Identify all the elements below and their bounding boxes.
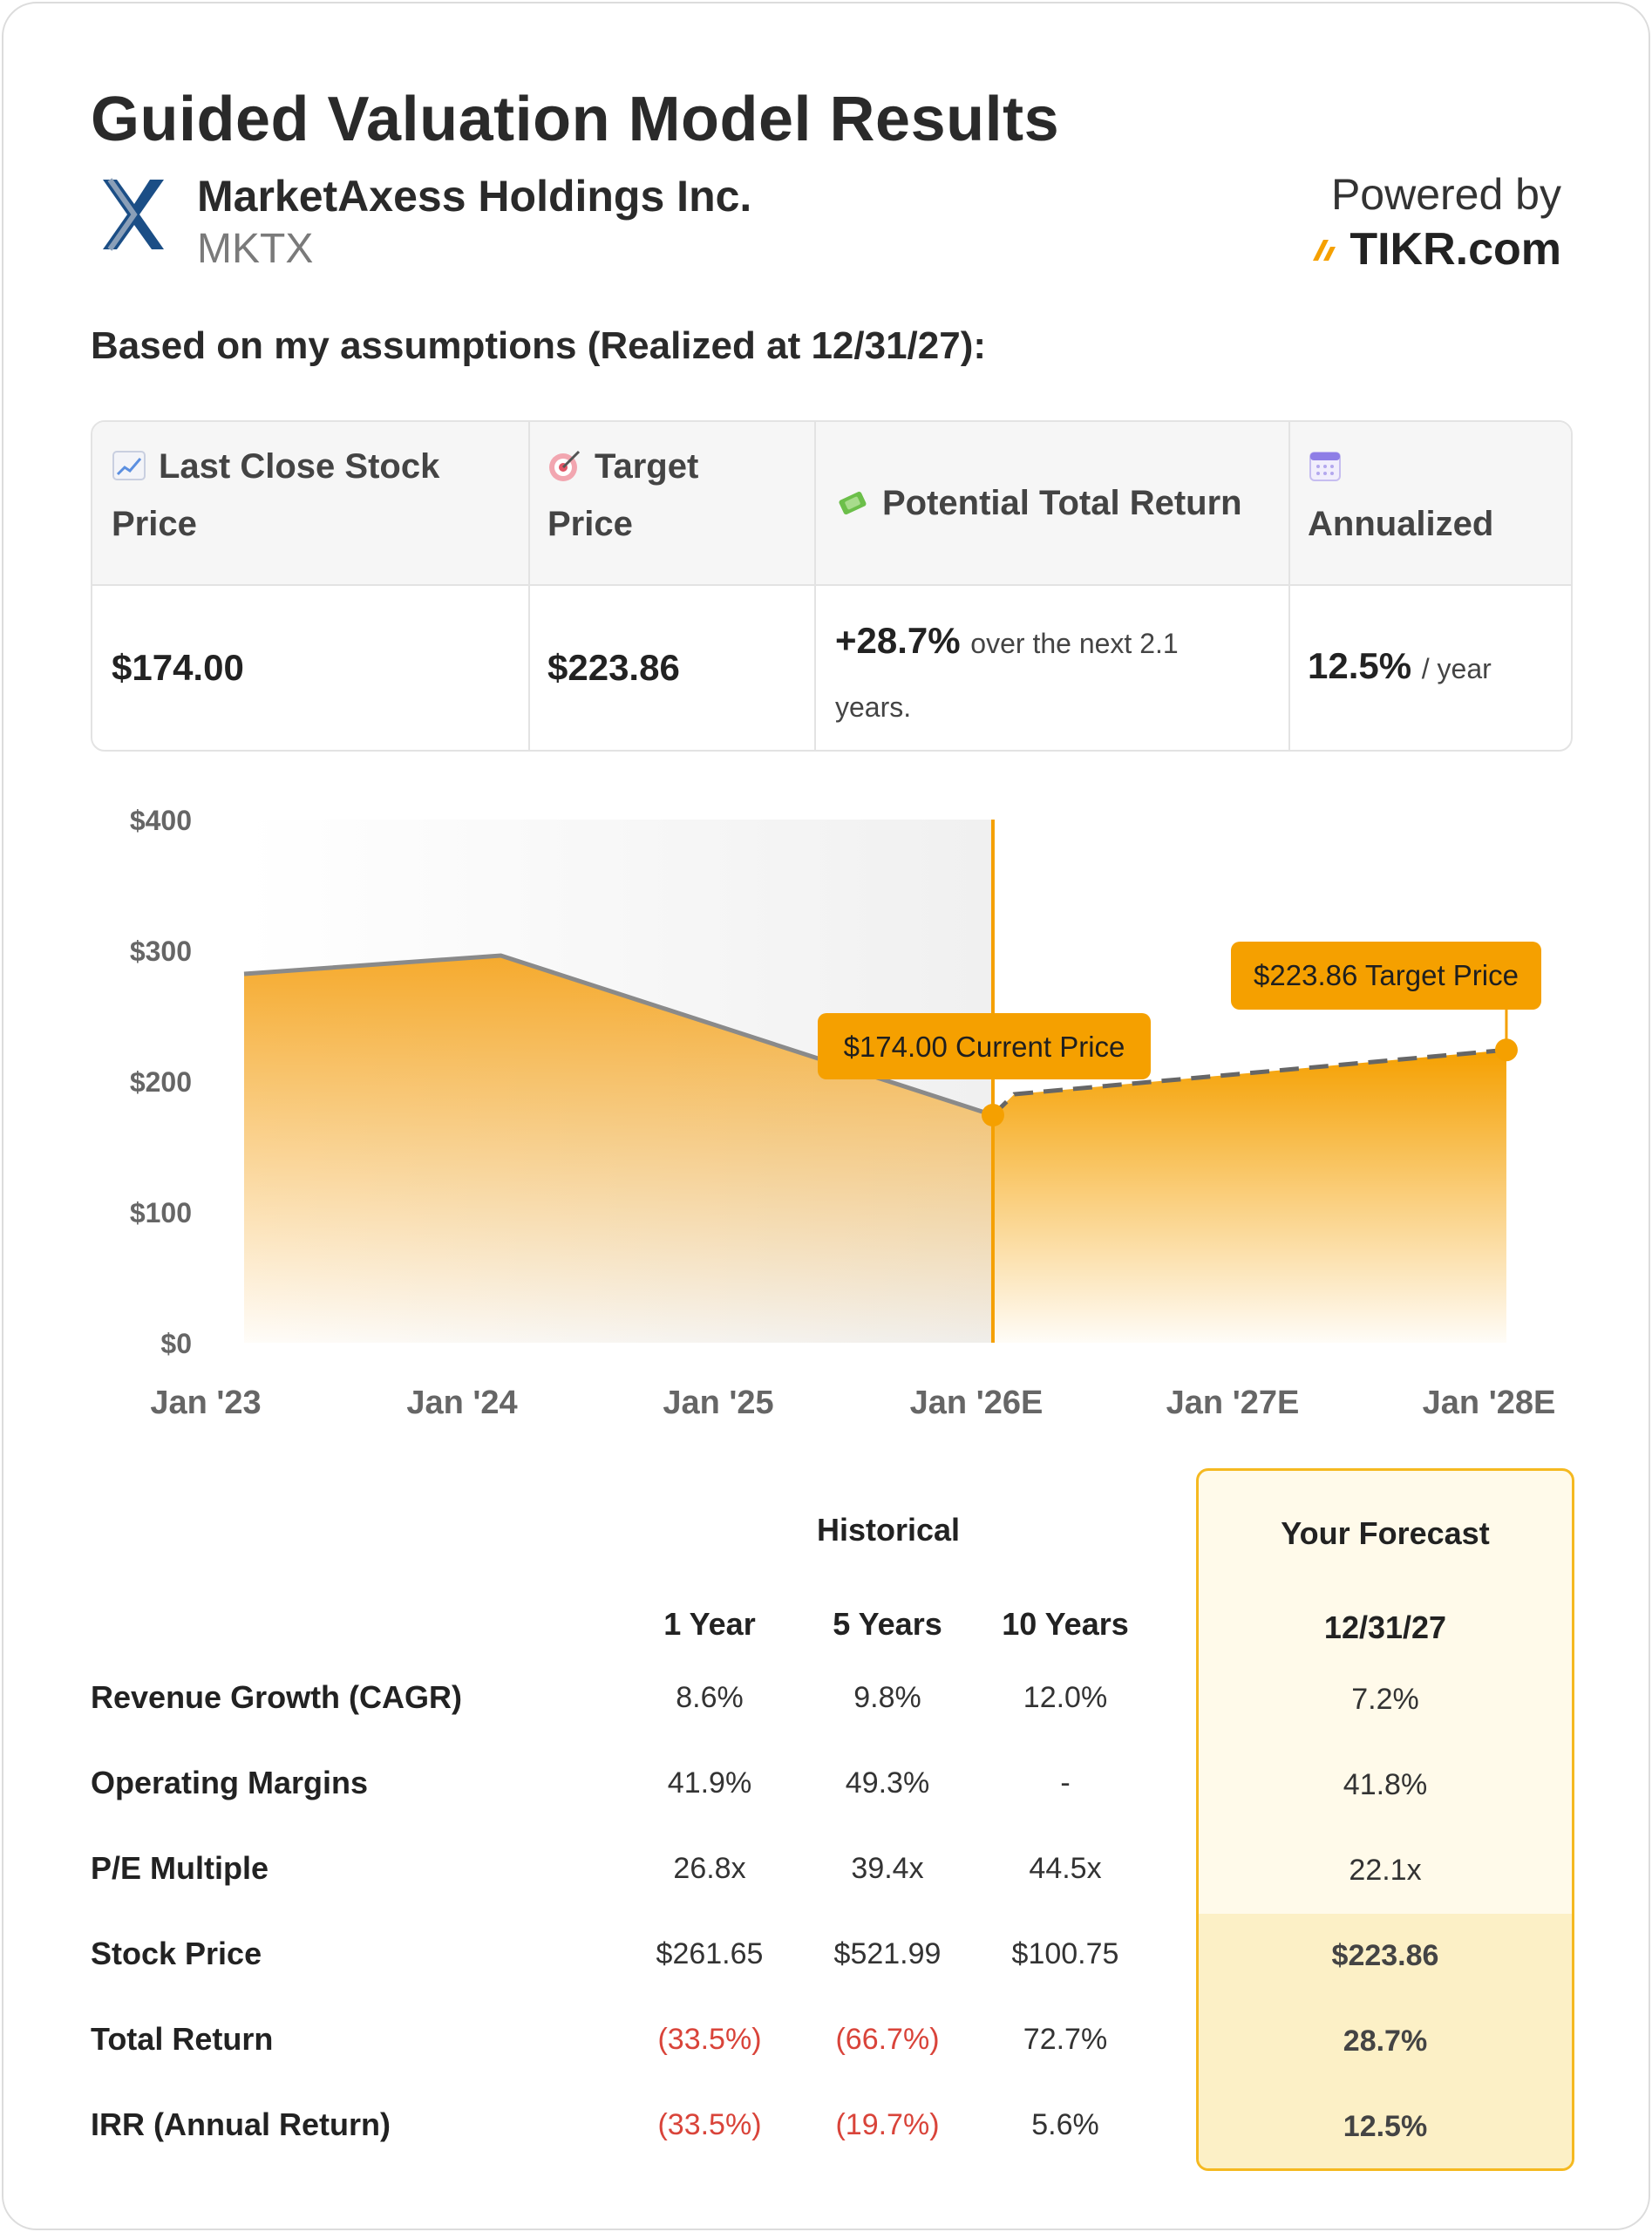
header-total-return: Potential Total Return: [835, 474, 1242, 532]
ticker-symbol: MKTX: [197, 226, 314, 272]
historical-area: [244, 956, 993, 1343]
value-total-return: +28.7% over the next 2.1 years.: [835, 620, 1179, 723]
row-label: P/E Multiple: [91, 1850, 269, 1886]
table-cell: 12.0%: [1023, 1681, 1108, 1714]
table-cell: 9.8%: [853, 1681, 921, 1714]
header-last-close: Last Close Stock Price: [112, 447, 440, 543]
current-price-callout-text: $174.00 Current Price: [844, 1031, 1125, 1063]
target-price-callout: $223.86 Target Price: [1231, 942, 1541, 1010]
table-cell: -: [1060, 1766, 1071, 1800]
assumptions-heading: Based on my assumptions (Realized at 12/…: [91, 324, 987, 367]
summary-table: Last Close Stock Price Target Price Pote…: [91, 420, 1573, 752]
current-price-dot[interactable]: [981, 1104, 1004, 1126]
table-cell: 44.5x: [1029, 1852, 1102, 1885]
page-title: Guided Valuation Model Results: [91, 85, 1060, 154]
summary-header-row: [92, 422, 1571, 586]
row-label: Stock Price: [91, 1936, 262, 1971]
header-target: Target Price: [547, 447, 699, 543]
col-1-year: 1 Year: [663, 1606, 756, 1642]
forecast-cell: $223.86: [1331, 1939, 1439, 1972]
y-axis-ticks: $400 $300 $200 $100 $0: [130, 805, 192, 1359]
x-tick-label: Jan '25: [663, 1385, 773, 1421]
forecast-area: [992, 1050, 1506, 1343]
historical-header: Historical: [816, 1512, 961, 1548]
forecast-cell: 12.5%: [1343, 2110, 1428, 2143]
current-price-callout: $174.00 Current Price: [818, 1013, 1151, 1079]
x-tick-label: Jan '26E: [910, 1385, 1044, 1421]
row-label: Revenue Growth (CAGR): [91, 1679, 463, 1715]
value-last-close: $174.00: [112, 647, 244, 688]
powered-by-label: Powered by: [1330, 170, 1561, 219]
row-label: Total Return: [91, 2021, 274, 2057]
header-annualized: Annualized: [1308, 438, 1493, 553]
table-cell: 5.6%: [1031, 2108, 1099, 2141]
tikr-brand-text: TIKR.com: [1349, 224, 1561, 275]
x-tick-label: Jan '27E: [1166, 1385, 1300, 1421]
y-tick-label: $100: [130, 1197, 192, 1228]
forecast-column-box: [1196, 1468, 1574, 2171]
direct-hit-icon: [549, 450, 581, 481]
value-annualized: 12.5% / year: [1308, 645, 1492, 686]
table-cell: (19.7%): [835, 2108, 940, 2141]
forecast-cell: 28.7%: [1343, 2024, 1428, 2058]
forecast-cell: 7.2%: [1351, 1683, 1419, 1716]
table-cell: 26.8x: [673, 1852, 746, 1885]
price-chart: $400 $300 $200 $100 $0 Jan '23 Jan '24 Jan '25…: [130, 805, 1556, 1421]
x-axis-ticks: Jan '23 Jan '24 Jan '25 Jan '26E Jan '27E Jan…: [150, 1385, 1555, 1421]
forecast-highlight-band: [1199, 1914, 1572, 2168]
table-cell: 41.9%: [667, 1766, 752, 1800]
summary-col-last-close: [92, 422, 530, 750]
table-cell: $261.65: [656, 1937, 764, 1970]
money-with-wings-icon: [839, 491, 867, 515]
table-cell: 72.7%: [1023, 2023, 1108, 2056]
table-cell: 8.6%: [676, 1681, 744, 1714]
chart-increasing-icon: [112, 451, 146, 480]
y-tick-label: $400: [130, 805, 192, 836]
y-tick-label: $200: [130, 1066, 192, 1098]
company-name: MarketAxess Holdings Inc.: [197, 172, 752, 221]
forecast-cell: 41.8%: [1343, 1768, 1428, 1801]
summary-col-target: [530, 422, 816, 750]
tikr-logo-icon: [1313, 240, 1336, 261]
table-cell: 39.4x: [851, 1852, 924, 1885]
tikr-brand[interactable]: TIKR.com: [1311, 223, 1561, 276]
col-5-years: 5 Years: [833, 1606, 942, 1642]
col-10-years: 10 Years: [1002, 1606, 1129, 1642]
table-cell: $521.99: [833, 1937, 942, 1970]
target-price-callout-text: $223.86 Target Price: [1254, 959, 1519, 991]
table-cell: (66.7%): [835, 2023, 940, 2056]
x-tick-label: Jan '24: [406, 1385, 517, 1421]
value-target: $223.86: [547, 647, 680, 688]
col-forecast-date: 12/31/27: [1323, 1609, 1447, 1645]
y-tick-label: $0: [160, 1328, 192, 1359]
forecast-header: Your Forecast: [1281, 1515, 1490, 1551]
forecast-cell: 22.1x: [1349, 1854, 1422, 1887]
y-tick-label: $300: [130, 936, 192, 967]
company-logo: [103, 178, 164, 251]
table-cell: (33.5%): [657, 2023, 762, 2056]
x-tick-label: Jan '23: [150, 1385, 261, 1421]
row-label: Operating Margins: [91, 1765, 369, 1800]
table-cell: $100.75: [1011, 1937, 1119, 1970]
table-cell: (33.5%): [657, 2108, 762, 2141]
calendar-icon: [1309, 452, 1341, 481]
table-cell: 49.3%: [845, 1766, 930, 1800]
row-label: IRR (Annual Return): [91, 2106, 391, 2142]
summary-col-total-return: [816, 422, 1290, 750]
x-tick-label: Jan '28E: [1423, 1385, 1556, 1421]
